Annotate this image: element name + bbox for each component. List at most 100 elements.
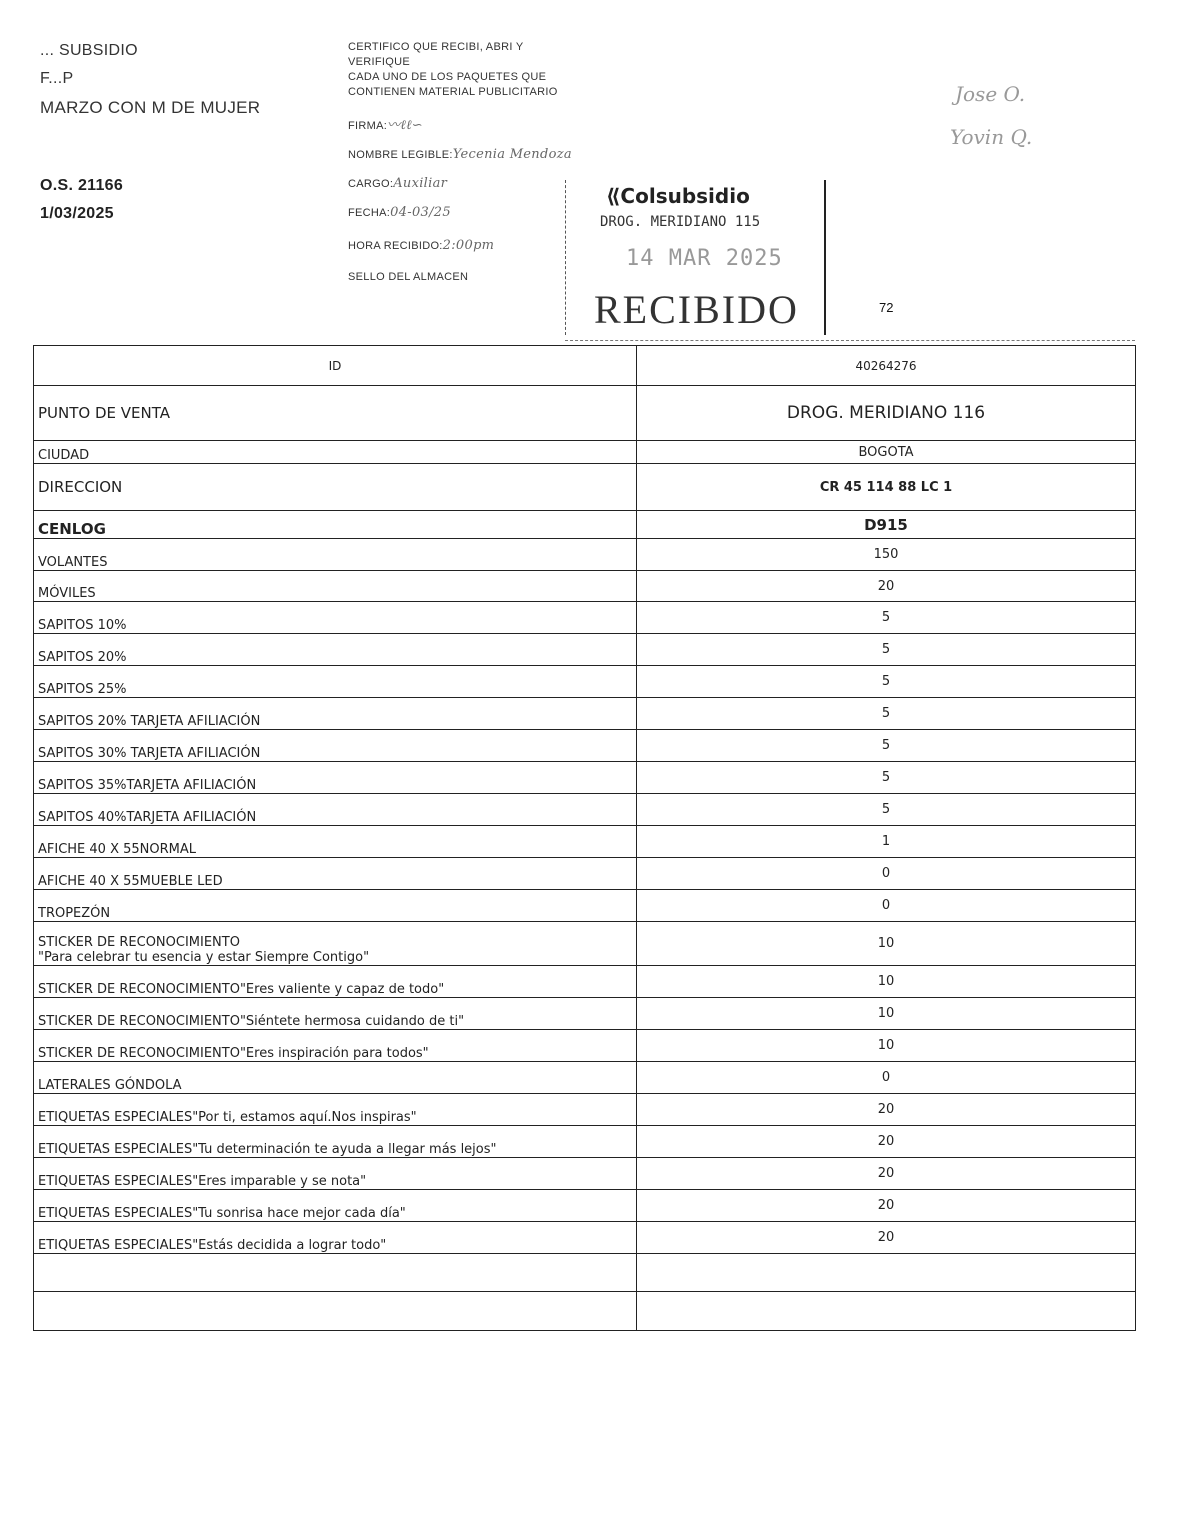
label-text: PUNTO DE VENTA — [38, 404, 170, 422]
campaign-name: MARZO CON M DE MUJER — [40, 98, 261, 117]
label-text: AFICHE 40 X 55MUEBLE LED — [38, 874, 223, 889]
row-value: 40264276 — [636, 345, 1136, 386]
row-value: 10 — [636, 921, 1136, 966]
table-row: CIUDAD BOGOTA — [33, 440, 1136, 464]
divider — [565, 340, 1135, 341]
table-row: DIRECCION CR 45 114 88 LC 1 — [33, 463, 1136, 511]
table-row: ETIQUETAS ESPECIALES"Tu determinación te… — [33, 1125, 1136, 1158]
stamp-store: DROG. MERIDIANO 115 — [600, 214, 761, 230]
table-row: AFICHE 40 X 55MUEBLE LED 0 — [33, 857, 1136, 890]
stamp-date: 14 MAR 2025 — [626, 246, 783, 271]
table-row: AFICHE 40 X 55NORMAL 1 — [33, 825, 1136, 858]
cargo-value: Auxiliar — [393, 176, 448, 191]
row-label: STICKER DE RECONOCIMIENTO"Eres inspiraci… — [33, 1029, 637, 1062]
label-text: STICKER DE RECONOCIMIENTO"Eres valiente … — [38, 982, 445, 997]
row-label: ID — [33, 345, 637, 386]
received-stamp: ⟪Colsubsidio DROG. MERIDIANO 115 14 MAR … — [565, 180, 826, 335]
row-value: 20 — [636, 1157, 1136, 1190]
row-label: STICKER DE RECONOCIMIENTO"Siéntete hermo… — [33, 997, 637, 1030]
table-row: STICKER DE RECONOCIMIENTO"Eres inspiraci… — [33, 1029, 1136, 1062]
row-label: TROPEZÓN — [33, 889, 637, 922]
header-line2: F...P — [40, 70, 74, 87]
handwritten-note-2: Yovin Q. — [950, 125, 1033, 149]
cert-line: VERIFIQUE — [348, 56, 410, 68]
label-text: ETIQUETAS ESPECIALES"Tu sonrisa hace mej… — [38, 1206, 406, 1221]
row-value: 5 — [636, 761, 1136, 794]
label-text: SAPITOS 20% TARJETA AFILIACIÓN — [38, 714, 261, 729]
row-value: 0 — [636, 889, 1136, 922]
firma-label: FIRMA: — [348, 120, 388, 132]
cargo-field: CARGO:Auxiliar — [348, 176, 447, 192]
row-label: SAPITOS 35%TARJETA AFILIACIÓN — [33, 761, 637, 794]
row-value: DROG. MERIDIANO 116 — [636, 385, 1136, 441]
table-row: LATERALES GÓNDOLA 0 — [33, 1061, 1136, 1094]
row-label: VOLANTES — [33, 538, 637, 571]
table-row: STICKER DE RECONOCIMIENTO"Siéntete hermo… — [33, 997, 1136, 1030]
table-row: SAPITOS 20% TARJETA AFILIACIÓN 5 — [33, 697, 1136, 730]
nombre-label: NOMBRE LEGIBLE: — [348, 149, 453, 161]
row-value: 5 — [636, 697, 1136, 730]
row-value: 20 — [636, 1125, 1136, 1158]
row-label: SAPITOS 20% TARJETA AFILIACIÓN — [33, 697, 637, 730]
row-value: 0 — [636, 1061, 1136, 1094]
row-label: SAPITOS 30% TARJETA AFILIACIÓN — [33, 729, 637, 762]
fecha-field: FECHA:04-03/25 — [348, 205, 451, 221]
table-row: SAPITOS 10% 5 — [33, 601, 1136, 634]
row-label: DIRECCION — [33, 463, 637, 511]
table-row: MÓVILES 20 — [33, 570, 1136, 602]
cert-line: CERTIFICO QUE RECIBI, ABRI Y — [348, 41, 524, 53]
row-label: STICKER DE RECONOCIMIENTO"Eres valiente … — [33, 965, 637, 998]
cert-line: CADA UNO DE LOS PAQUETES QUE — [348, 71, 547, 83]
table-row: TROPEZÓN 0 — [33, 889, 1136, 922]
row-label: SAPITOS 10% — [33, 601, 637, 634]
row-label: CENLOG — [33, 510, 637, 539]
row-value: 10 — [636, 997, 1136, 1030]
row-value: 5 — [636, 601, 1136, 634]
row-label: ETIQUETAS ESPECIALES"Tu determinación te… — [33, 1125, 637, 1158]
row-value: 10 — [636, 1029, 1136, 1062]
order-date: 1/03/2025 — [40, 205, 114, 222]
row-label: LATERALES GÓNDOLA — [33, 1061, 637, 1094]
table-row: SAPITOS 35%TARJETA AFILIACIÓN 5 — [33, 761, 1136, 794]
label-text: CIUDAD — [38, 448, 90, 463]
table-row: PUNTO DE VENTA DROG. MERIDIANO 116 — [33, 385, 1136, 441]
label-text-2: "Para celebrar tu esencia y estar Siempr… — [38, 950, 370, 965]
row-label: SAPITOS 25% — [33, 665, 637, 698]
row-label — [33, 1253, 637, 1292]
page-number: 72 — [879, 300, 894, 315]
row-label: ETIQUETAS ESPECIALES"Estás decidida a lo… — [33, 1221, 637, 1254]
row-label: AFICHE 40 X 55NORMAL — [33, 825, 637, 858]
row-value — [636, 1291, 1136, 1331]
table-row: ETIQUETAS ESPECIALES"Tu sonrisa hace mej… — [33, 1189, 1136, 1222]
table-row: VOLANTES 150 — [33, 538, 1136, 571]
row-value: 20 — [636, 1189, 1136, 1222]
table-row: STICKER DE RECONOCIMIENTO "Para celebrar … — [33, 921, 1136, 966]
order-number: O.S. 21166 — [40, 177, 124, 194]
row-label: MÓVILES — [33, 570, 637, 602]
colsubsidio-logo: ⟪Colsubsidio — [606, 184, 750, 208]
row-value: 5 — [636, 793, 1136, 826]
label-text: STICKER DE RECONOCIMIENTO — [38, 935, 240, 950]
row-label: SAPITOS 40%TARJETA AFILIACIÓN — [33, 793, 637, 826]
label-text: AFICHE 40 X 55NORMAL — [38, 842, 196, 857]
row-label — [33, 1291, 637, 1331]
label-text: TROPEZÓN — [38, 906, 111, 921]
row-label: PUNTO DE VENTA — [33, 385, 637, 441]
sello-label: SELLO DEL ALMACEN — [348, 271, 469, 283]
row-value: 150 — [636, 538, 1136, 571]
label-text: STICKER DE RECONOCIMIENTO"Siéntete hermo… — [38, 1014, 465, 1029]
certificate-text: CERTIFICO QUE RECIBI, ABRI Y VERIFIQUE C… — [348, 40, 558, 100]
nombre-value: Yecenia Mendoza — [452, 147, 572, 162]
signature: 〰ℓℓ∽ — [387, 118, 423, 133]
row-value: 10 — [636, 965, 1136, 998]
table-row: SAPITOS 25% 5 — [33, 665, 1136, 698]
handwritten-note-1: Jose O. — [955, 82, 1026, 106]
row-value: 5 — [636, 633, 1136, 666]
row-value: 5 — [636, 729, 1136, 762]
fecha-label: FECHA: — [348, 207, 391, 219]
row-value: BOGOTA — [636, 440, 1136, 464]
cargo-label: CARGO: — [348, 178, 394, 190]
row-label: ETIQUETAS ESPECIALES"Por ti, estamos aqu… — [33, 1093, 637, 1126]
label-text: VOLANTES — [38, 555, 108, 570]
row-value — [636, 1253, 1136, 1292]
